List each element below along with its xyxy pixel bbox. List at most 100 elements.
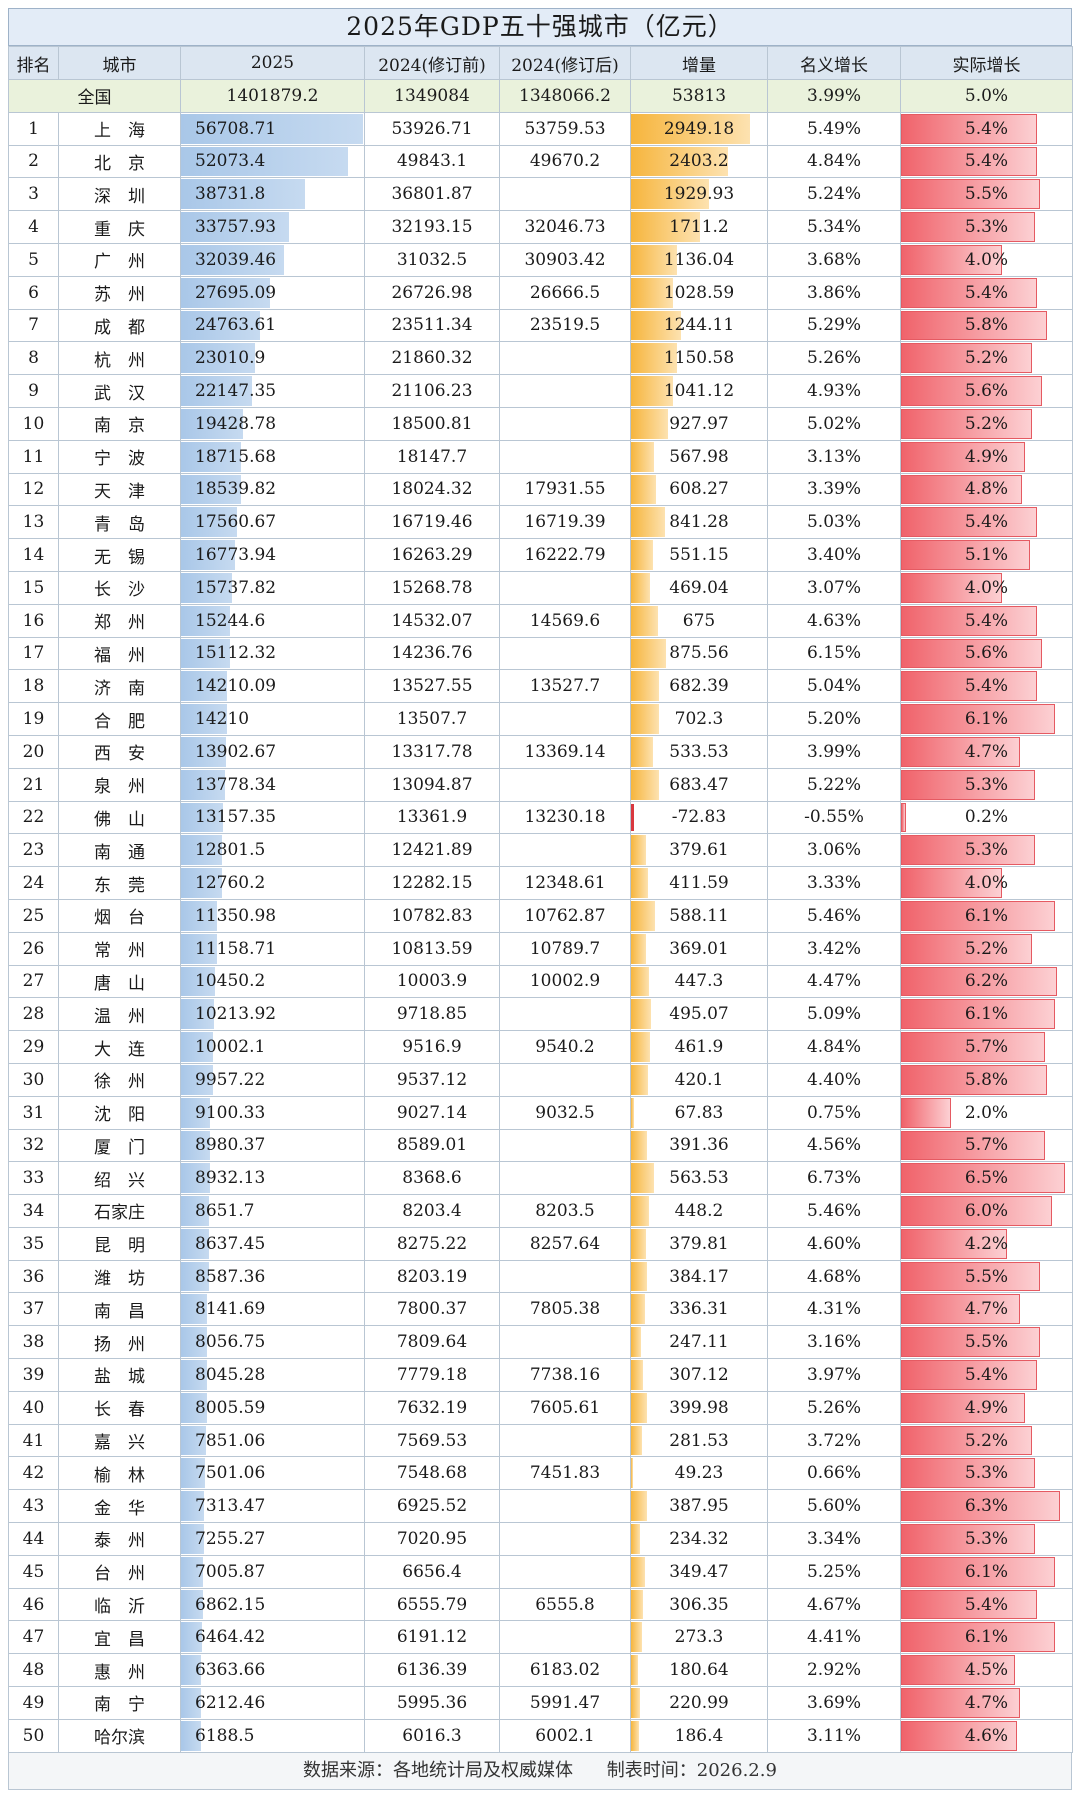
cell-increment: 2403.2	[630, 144, 768, 179]
cell-gdp-2025: 9957.22	[180, 1062, 365, 1097]
cell-rank: 26	[8, 931, 59, 966]
cell-2024-after: 16222.79	[499, 538, 631, 572]
2024-after-text: 9032.5	[535, 1102, 595, 1123]
cell-city: 上 海	[58, 111, 181, 146]
cell-2024-before: 7548.68	[364, 1456, 500, 1491]
cell-gdp-2025: 14210.09	[180, 669, 365, 704]
real-growth-bar	[901, 1032, 1045, 1062]
real-growth-text: 4.0%	[964, 873, 1009, 894]
cell-increment: -72.83	[630, 800, 768, 835]
real-growth-text: 6.3%	[964, 1496, 1009, 1517]
gdp-bar	[181, 1261, 209, 1292]
cell-2024-before: 8203.19	[364, 1259, 500, 1294]
cell-increment: 180.64	[630, 1653, 768, 1688]
gdp-bar	[181, 179, 306, 210]
2024-after-text: 8257.64	[529, 1233, 601, 1254]
rank-text: 8	[28, 348, 39, 369]
real-growth-text: 5.4%	[964, 282, 1009, 303]
real-growth-text: 5.2%	[964, 1430, 1009, 1451]
gdp-2025-text: 13157.35	[195, 807, 277, 828]
increment-text: 1150.58	[663, 348, 735, 369]
2024-before-text: 14236.76	[391, 643, 473, 664]
2024-before-text: 36801.87	[391, 184, 473, 205]
gdp-bar	[181, 1720, 201, 1751]
cell-real-growth: 5.7%	[900, 1128, 1073, 1163]
increment-text: 67.83	[674, 1102, 724, 1123]
cell-nominal-growth: 3.16%	[767, 1325, 901, 1360]
city-text: 金 华	[94, 1498, 145, 1519]
2024-before-text: 7569.53	[396, 1430, 468, 1451]
table-row: 50 哈尔滨 6188.5 6016.3 6002.1 186.4 3.11% 4.6%	[8, 1718, 1073, 1753]
cell-nominal-growth: 5.24%	[767, 177, 901, 212]
rank-text: 37	[22, 1299, 45, 1320]
nominal-growth-text: 4.68%	[806, 1266, 861, 1287]
rank-text: 39	[22, 1364, 45, 1385]
real-growth-bar	[901, 1720, 1018, 1751]
cell-city: 北 京	[58, 144, 181, 179]
gdp-2025-text: 11350.98	[195, 905, 277, 926]
cell-2024-before: 12421.89	[364, 833, 500, 868]
cell-gdp-2025: 7313.47	[180, 1489, 365, 1524]
gdp-bar	[181, 277, 270, 308]
cell-2024-before: 8203.4	[364, 1194, 500, 1228]
increment-text: 567.98	[669, 446, 729, 467]
real-growth-bar	[901, 605, 1038, 636]
cell-2024-before: 14236.76	[364, 636, 500, 671]
real-growth-bar	[901, 212, 1035, 242]
gdp-2025-text: 17560.67	[195, 512, 277, 533]
nominal-growth-text: 3.69%	[806, 1692, 861, 1713]
cell-nominal-growth: 2.92%	[767, 1653, 901, 1688]
gdp-2025-text: 6212.46	[195, 1692, 266, 1713]
cell-rank: 17	[8, 636, 59, 671]
cell-2024-before: 8589.01	[364, 1128, 500, 1163]
increment-text: 469.04	[669, 577, 729, 598]
cell-increment: 349.47	[630, 1554, 768, 1589]
increment-text: 841.28	[669, 512, 729, 533]
cell-2024-after: 5991.47	[499, 1686, 631, 1720]
nominal-growth-text: 3.97%	[806, 1364, 861, 1385]
city-text: 南 通	[94, 842, 145, 863]
real-growth-text: 6.1%	[964, 1004, 1009, 1025]
cell-increment: 411.59	[630, 866, 768, 900]
cell-rank: 30	[8, 1062, 59, 1097]
gdp-2025-text: 8045.28	[195, 1364, 266, 1385]
cell-rank: 44	[8, 1522, 59, 1556]
gdp-2025-text: 24763.61	[195, 315, 277, 336]
cell-gdp-2025: 7501.06	[180, 1456, 365, 1491]
cell-rank: 24	[8, 866, 59, 900]
gdp-2025-text: 33757.93	[195, 217, 277, 238]
cell-2024-before: 13527.55	[364, 669, 500, 704]
nominal-growth-text: 4.84%	[806, 1037, 861, 1057]
city-text: 泰 州	[94, 1531, 145, 1552]
table-row: 9 武 汉 22147.35 21106.23 1041.12 4.93% 5.6%	[8, 374, 1073, 408]
increment-bar	[631, 769, 659, 800]
table-row: 27 唐 山 10450.2 10003.9 10002.9 447.3 4.47% 6.2%	[8, 964, 1073, 999]
2024-before-text: 13361.9	[396, 807, 468, 828]
gdp-2025-text: 8980.37	[195, 1135, 266, 1156]
table-row: 13 青 岛 17560.67 16719.46 16719.39 841.28 5.03%…	[8, 505, 1073, 540]
table-row: 3 深 圳 38731.8 36801.87 1929.93 5.24% 5.5%	[8, 177, 1073, 212]
cell-real-growth: 4.5%	[900, 1653, 1073, 1688]
increment-bar	[631, 212, 701, 242]
cell-2024-after: 10002.9	[499, 964, 631, 999]
table-row: 44 泰 州 7255.27 7020.95 234.32 3.34% 5.3%	[8, 1522, 1073, 1556]
cell-nominal-growth: 3.86%	[767, 275, 901, 310]
increment-bar	[631, 1392, 648, 1423]
cell-gdp-2025: 10450.2	[180, 964, 365, 999]
nominal-growth-text: 3.42%	[806, 938, 861, 959]
nominal-growth-text: 4.84%	[806, 151, 861, 172]
cell-gdp-2025: 13157.35	[180, 800, 365, 835]
2024-before-text: 7779.18	[396, 1364, 468, 1385]
gdp-bar	[181, 310, 261, 341]
table-row: 28 温 州 10213.92 9718.85 495.07 5.09% 6.1%	[8, 997, 1073, 1032]
cell-rank: 20	[8, 734, 59, 769]
header-nominal-growth: 名义增长	[767, 46, 901, 80]
gdp-2025-text: 10450.2	[195, 971, 266, 992]
city-text: 佛 山	[94, 809, 145, 830]
city-text: 大 连	[94, 1039, 145, 1060]
city-text: 深 圳	[94, 186, 145, 207]
rank-text: 43	[22, 1496, 45, 1517]
real-growth-text: 5.2%	[964, 938, 1009, 959]
real-growth-bar	[901, 638, 1043, 669]
table-row: 8 杭 州 23010.9 21860.32 1150.58 5.26% 5.2%	[8, 341, 1073, 376]
